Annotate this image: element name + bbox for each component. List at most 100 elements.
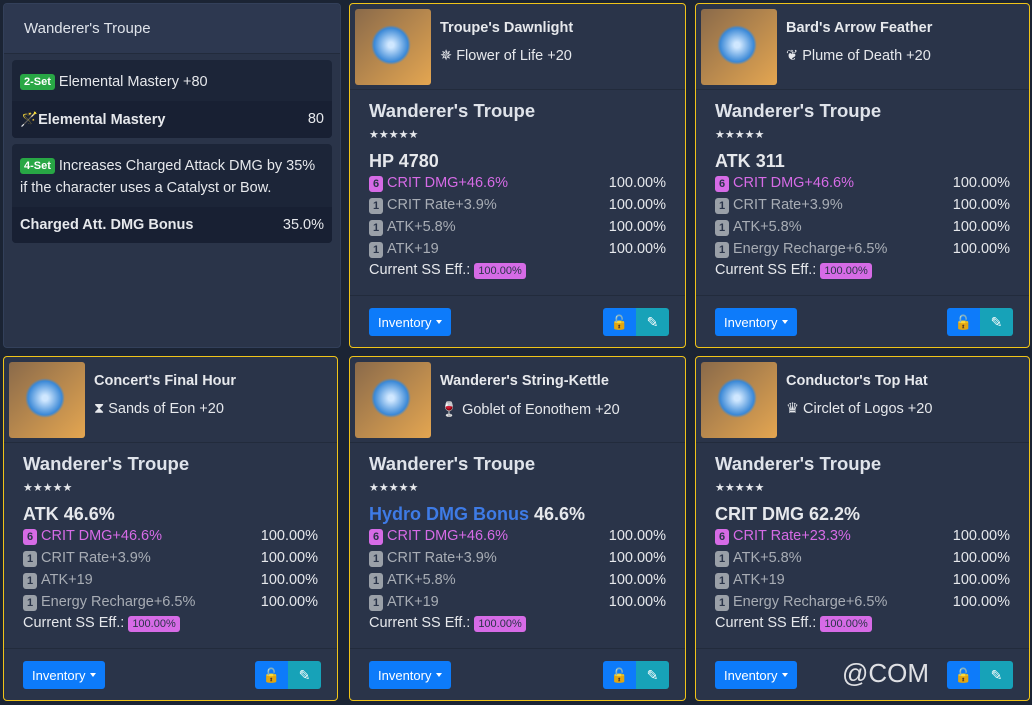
substat-text: ATK+5.8% — [387, 218, 456, 235]
substat-efficiency: 100.00% — [608, 219, 666, 235]
roll-count-badge: 6 — [715, 175, 729, 192]
efficiency-row: Current SS Eff.: 100.00% — [715, 262, 1010, 279]
edit-icon: ✎ — [990, 666, 1003, 683]
substat-efficiency: 100.00% — [608, 550, 666, 566]
set-bonus-4: 4-Set Increases Charged Attack DMG by 35%… — [12, 144, 332, 243]
set-badge: 4-Set — [20, 158, 55, 174]
main-stat: Hydro DMG Bonus 46.6% — [369, 504, 666, 525]
set-stat-label: Elemental Mastery — [38, 112, 166, 128]
roll-count-badge: 1 — [715, 219, 729, 236]
substat-text: CRIT DMG+46.6% — [387, 174, 509, 191]
artifact-image — [355, 9, 431, 85]
edit-button[interactable]: ✎ — [636, 308, 669, 336]
inventory-dropdown[interactable]: Inventory — [369, 661, 452, 689]
substat-text: CRIT DMG+46.6% — [733, 174, 855, 191]
artifact-set: Wanderer's Troupe — [715, 453, 882, 474]
substat-efficiency: 100.00% — [608, 241, 666, 257]
artifact-set: Wanderer's Troupe — [369, 453, 536, 474]
flower-icon: ✵ — [440, 48, 453, 64]
unlock-button[interactable]: 🔓 — [603, 308, 636, 336]
roll-count-badge: 1 — [715, 594, 729, 611]
main-stat-label: CRIT DMG — [715, 504, 804, 524]
inventory-dropdown[interactable]: Inventory — [715, 308, 798, 336]
substat-text: ATK+5.8% — [733, 549, 802, 566]
efficiency-row: Current SS Eff.: 100.00% — [715, 615, 1010, 632]
watermark: @COM — [842, 658, 930, 688]
substat-text: CRIT Rate+3.9% — [733, 196, 843, 213]
substat-row: 1 ATK+19 100.00% — [369, 591, 666, 613]
substat-row: 1 CRIT Rate+3.9% 100.00% — [369, 194, 666, 216]
substat-text: Energy Recharge+6.5% — [41, 593, 196, 610]
artifact-slot: Circlet of Logos +20 — [803, 401, 933, 417]
unlock-button[interactable]: 🔓 — [947, 661, 980, 689]
artifact-image — [701, 362, 777, 438]
substat-row: 1 ATK+5.8% 100.00% — [715, 547, 1010, 569]
eff-label: Current SS Eff.: — [715, 615, 817, 631]
substat-row: 1 ATK+5.8% 100.00% — [369, 216, 666, 238]
substat-efficiency: 100.00% — [608, 528, 666, 544]
roll-count-badge: 6 — [715, 528, 729, 545]
substat-row: 1 CRIT Rate+3.9% 100.00% — [369, 547, 666, 569]
roll-count-badge: 1 — [23, 572, 37, 589]
substat-efficiency: 100.00% — [608, 197, 666, 213]
rarity-stars: ★★★★★ — [715, 129, 765, 141]
unlock-icon: 🔓 — [610, 313, 629, 330]
main-stat-label: Hydro DMG Bonus — [369, 504, 529, 524]
substat-row: 6 CRIT Rate+23.3% 100.00% — [715, 525, 1010, 547]
substat-text: CRIT DMG+46.6% — [41, 527, 163, 544]
substat-efficiency: 100.00% — [260, 528, 318, 544]
efficiency-row: Current SS Eff.: 100.00% — [23, 615, 318, 632]
roll-count-badge: 1 — [369, 241, 383, 258]
artifact-image — [355, 362, 431, 438]
edit-button[interactable]: ✎ — [980, 308, 1013, 336]
substat-text: ATK+19 — [733, 571, 785, 588]
feather-icon: ❦ — [786, 48, 799, 64]
substat-text: CRIT Rate+3.9% — [387, 196, 497, 213]
inventory-dropdown[interactable]: Inventory — [23, 661, 106, 689]
set-title: Wanderer's Troupe — [4, 4, 340, 54]
roll-count-badge: 1 — [369, 550, 383, 567]
roll-count-badge: 1 — [715, 197, 729, 214]
artifact-name: Troupe's Dawnlight — [440, 20, 574, 36]
substat-efficiency: 100.00% — [608, 594, 666, 610]
inventory-dropdown[interactable]: Inventory — [715, 661, 798, 689]
edit-button[interactable]: ✎ — [980, 661, 1013, 689]
substat-efficiency: 100.00% — [952, 528, 1010, 544]
artifact-name: Concert's Final Hour — [94, 373, 237, 389]
unlock-button[interactable]: 🔓 — [947, 308, 980, 336]
main-stat-label: ATK — [715, 151, 751, 171]
roll-count-badge: 1 — [23, 550, 37, 567]
inventory-dropdown[interactable]: Inventory — [369, 308, 452, 336]
main-stat-label: ATK — [23, 504, 59, 524]
goblet-icon: 🍷 — [440, 402, 459, 418]
unlock-button[interactable]: 🔓 — [255, 661, 288, 689]
substat-efficiency: 100.00% — [952, 219, 1010, 235]
substat-text: Energy Recharge+6.5% — [733, 240, 888, 257]
set-stat-label: Charged Att. DMG Bonus — [20, 217, 194, 233]
substat-efficiency: 100.00% — [952, 594, 1010, 610]
unlock-button[interactable]: 🔓 — [603, 661, 636, 689]
edit-icon: ✎ — [646, 666, 659, 683]
substat-efficiency: 100.00% — [952, 175, 1010, 191]
artifact-card: Concert's Final Hour ⧗ Sands of Eon +20 … — [3, 356, 338, 701]
substat-row: 1 ATK+19 100.00% — [715, 569, 1010, 591]
substat-text: ATK+19 — [387, 593, 439, 610]
artifact-name: Conductor's Top Hat — [786, 373, 928, 389]
substat-row: 1 Energy Recharge+6.5% 100.00% — [715, 238, 1010, 260]
artifact-card: Bard's Arrow Feather ❦ Plume of Death +2… — [695, 3, 1030, 348]
artifact-image — [701, 9, 777, 85]
set-bonus-card: Wanderer's Troupe 2-Set Elemental Mastery… — [3, 3, 341, 348]
edit-button[interactable]: ✎ — [636, 661, 669, 689]
substat-row: 1 ATK+19 100.00% — [23, 569, 318, 591]
main-stat: ATK 46.6% — [23, 504, 318, 525]
substat-row: 1 ATK+5.8% 100.00% — [369, 569, 666, 591]
substat-row: 6 CRIT DMG+46.6% 100.00% — [369, 525, 666, 547]
edit-icon: ✎ — [298, 666, 311, 683]
substat-row: 1 CRIT Rate+3.9% 100.00% — [23, 547, 318, 569]
artifact-set: Wanderer's Troupe — [715, 100, 882, 121]
set-desc: Elemental Mastery +80 — [58, 74, 208, 90]
edit-button[interactable]: ✎ — [288, 661, 321, 689]
main-stat: CRIT DMG 62.2% — [715, 504, 1010, 525]
roll-count-badge: 1 — [715, 550, 729, 567]
substat-text: ATK+5.8% — [387, 571, 456, 588]
